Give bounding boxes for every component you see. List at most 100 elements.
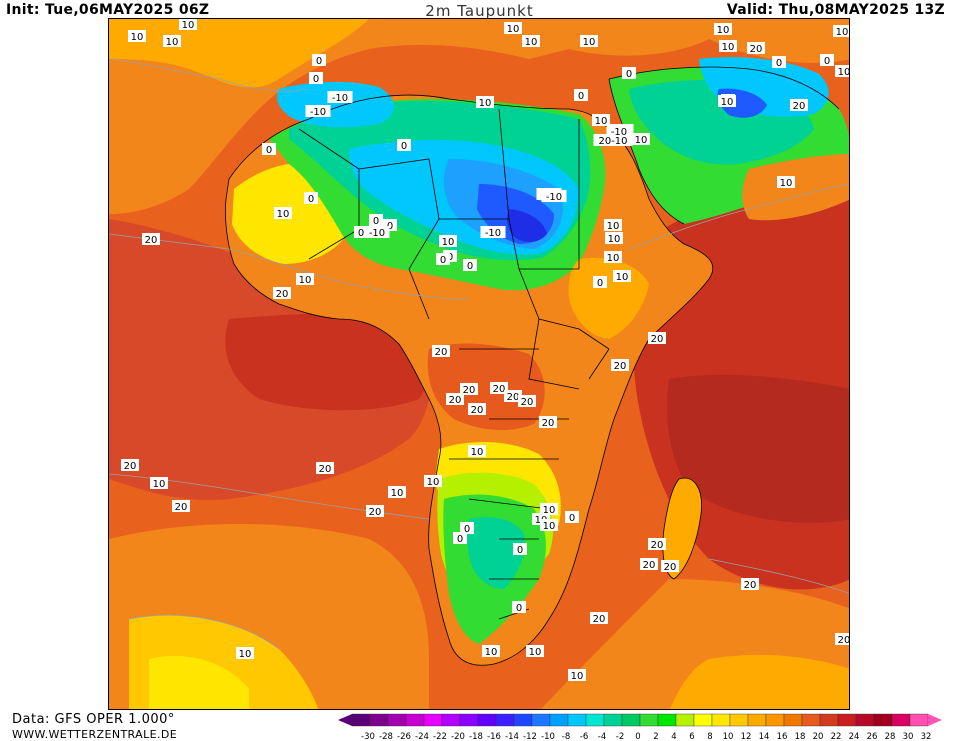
contour-label: 10 [291,19,304,20]
legend-swatch [351,713,371,727]
legend-tick-label: 30 [903,732,914,741]
legend-arrow-high [928,714,942,726]
contour-label: -10 [546,192,562,203]
contour-label-box [606,125,632,137]
legend-tick-label: -16 [487,732,501,741]
contour-label: 10 [836,27,849,38]
contour-label: 0 [517,545,523,556]
contour-label: 0 [387,221,393,232]
contour-label: 20 [651,334,664,345]
land-south-teal [467,517,525,589]
data-source: Data: GFS OPER 1.000° [12,712,175,727]
legend-swatch [441,713,461,727]
contour-label: 20 [614,361,627,372]
contour-label: 10 [131,32,144,43]
contour-label-box [772,56,786,68]
contour-label-box [388,486,406,498]
contour-label: 10 [571,671,584,682]
contour-label-box [397,139,411,151]
contour-label: 20 [124,461,137,472]
legend-tick-label: -8 [562,732,570,741]
contour-label: 0 [373,216,379,227]
legend-swatch [531,713,551,727]
contour-label-box [304,192,318,204]
legend-swatch [675,713,695,727]
legend-swatch [693,713,713,727]
contour-label-box [539,416,557,428]
contour-label-box [439,235,457,247]
contour-label: 0 [308,194,314,205]
contour-label-box [142,233,160,245]
legend-swatch [585,713,605,727]
contour-label: 10 [442,237,455,248]
legend-tick-label: -26 [397,732,411,741]
contour-label: -10 [485,228,501,239]
contour-label-box [648,332,666,344]
legend-tick-label: -30 [361,732,375,741]
contour-label-box [436,253,450,265]
contour-label-box [468,403,486,415]
contour-label-box [460,522,474,534]
contour-label: 0 [457,534,463,545]
contour-label-box [262,143,276,155]
legend-swatch [549,713,569,727]
contour-label-box [513,543,527,555]
contour-label-box [718,95,736,107]
legend-tick-label: 2 [653,732,658,741]
contour-label-box [790,99,808,111]
legend-tick-label: -22 [433,732,447,741]
contour-label-box [714,23,732,35]
contour-label-box [504,390,522,402]
legend-swatch [423,713,443,727]
contour-label-box [460,383,478,395]
website-credit[interactable]: WWW.WETTERZENTRALE.DE [12,728,178,741]
contour-label: 20 [369,507,382,518]
contour-label-box [540,519,558,531]
contour-label-box [719,40,737,52]
legend-swatch [909,713,929,727]
contour-label: 20 [463,385,476,396]
contour-label-box [150,477,168,489]
contour-label-box [640,558,658,570]
contour-label: 0 [516,603,522,614]
legend-swatch [603,713,623,727]
contour-label-box [446,393,464,405]
valid-time: Valid: Thu,08MAY2025 13Z [726,2,945,18]
legend-tick-label: 26 [867,732,878,741]
legend-tick-label: -12 [523,732,537,741]
contour-label-box [179,19,197,30]
contour-label: 0 [776,58,782,69]
legend-tick-label: -28 [379,732,393,741]
contour-label-box [518,395,536,407]
contour-label: 20 [793,101,806,112]
contour-label: 20 [471,405,484,416]
contour-label: 0 [266,145,272,156]
contour-label: 20 [507,392,520,403]
contour-label-box [522,35,540,47]
contour-label-box [327,91,353,103]
contour-label-box [480,226,506,238]
contour-label-box [274,207,292,219]
contour-label: 10 [838,67,850,78]
contour-label-box [163,35,181,47]
contour-label: 0 [824,56,830,67]
contour-label-box [568,669,586,681]
contour-label-box [364,226,390,238]
contour-label-box [833,25,849,37]
contour-label: 20 [435,347,448,358]
contour-label: 0 [401,141,407,152]
contour-label-box [369,214,383,226]
contour-label-box [432,345,450,357]
legend-swatch [405,713,425,727]
legend-swatch [783,713,803,727]
contour-label: 20 [145,235,158,246]
contour-label: 10 [507,24,520,35]
contour-label-box [273,287,291,299]
dewpoint-map[interactable]: 10101010101010101010100-10-100000001000-… [108,18,850,710]
contour-label-box [366,505,384,517]
map-title: 2m Taupunkt [425,2,534,20]
legend-tick-label: 0 [635,732,640,741]
land-sahara-darkblue [506,209,547,242]
contour-label: 10 [616,272,629,283]
legend-tick-label: -24 [415,732,429,741]
